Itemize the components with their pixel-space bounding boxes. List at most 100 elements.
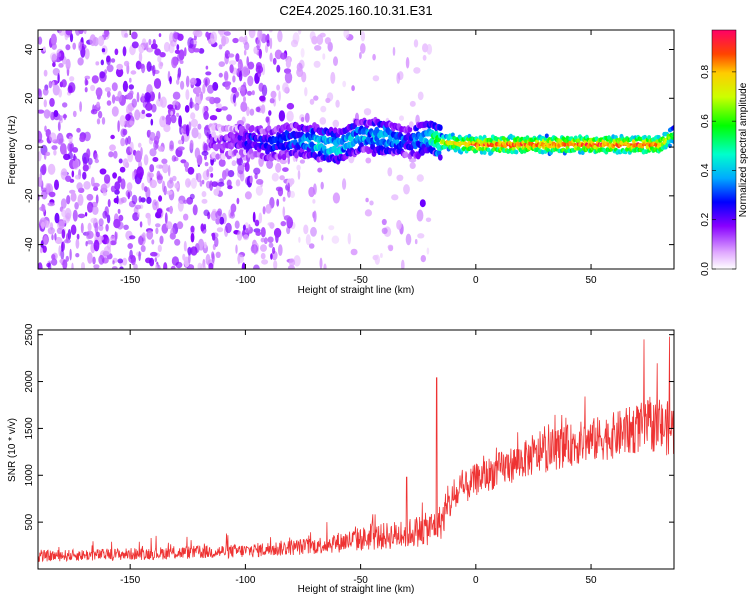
spectrogram-cell <box>129 235 136 240</box>
spectrogram-cell <box>52 84 60 96</box>
spectrogram-band-cell <box>216 142 222 149</box>
spectrogram-cell <box>260 252 266 260</box>
spectrogram-cell <box>275 162 282 173</box>
spectrogram-cell <box>387 167 393 177</box>
spectrogram-cell <box>311 35 318 45</box>
spectrogram-cell <box>245 227 249 234</box>
spectrogram-cell <box>422 54 427 61</box>
spectrogram-cell <box>148 38 152 46</box>
spectrogram-cell <box>265 204 272 214</box>
spectrogram-cell <box>205 31 210 38</box>
spectrogram-cell <box>232 94 236 103</box>
spectrogram-cell <box>131 171 135 181</box>
spectrogram-cell <box>286 102 295 110</box>
spectrogram-cell <box>243 49 247 56</box>
spectrogram-cell <box>137 211 141 218</box>
spectrogram-cell <box>256 38 261 50</box>
spectrogram-cell <box>138 196 142 203</box>
x-tick-label: 0 <box>473 575 479 586</box>
spectrogram-cell <box>52 81 55 87</box>
spectrogram-cell <box>157 146 165 152</box>
spectrogram-cell <box>323 263 327 269</box>
spectrogram-band-cell <box>249 125 255 132</box>
spectrogram-cell <box>43 99 47 108</box>
spectrogram-cell <box>365 157 372 164</box>
spectrogram-band-cell <box>514 149 519 155</box>
snr-panel: -150 -100 -50 0 50 500 1000 1500 2000 2500 Heigh… <box>7 323 675 595</box>
spectrogram-cell <box>261 259 269 265</box>
spectrogram-cell <box>131 31 138 40</box>
spectrogram-cell <box>322 53 326 60</box>
spectrogram-cell <box>235 244 238 254</box>
spectrogram-cell <box>209 115 218 121</box>
spectrogram-cell <box>75 253 80 258</box>
spectrogram-cell <box>342 178 347 190</box>
spectrogram-cell <box>65 255 70 262</box>
spectrogram-cell <box>138 52 143 63</box>
spectrogram-cell <box>96 101 100 108</box>
colorbar-tick-label: 0.6 <box>700 114 711 128</box>
spectrogram-cell <box>251 90 255 96</box>
spectrogram-cell <box>259 95 266 102</box>
spectrogram-cell <box>319 257 323 269</box>
spectrogram-cell <box>273 260 278 269</box>
spectrogram-cell <box>41 189 48 200</box>
spectrogram-cell <box>364 209 372 217</box>
spectrogram-cell <box>246 106 250 117</box>
spectrogram-cell <box>117 258 124 264</box>
colorbar-tick-label: 0.0 <box>700 262 711 276</box>
spectrogram-cell <box>276 64 281 73</box>
spectrogram-band-cell <box>643 134 647 140</box>
spectrogram-cell <box>234 91 240 98</box>
spectrogram-cell <box>84 87 88 93</box>
spectrogram-cell <box>218 44 223 50</box>
spectrogram-cell <box>195 173 199 181</box>
spectrogram-cell <box>223 31 231 36</box>
spectrogram-cell <box>80 37 84 43</box>
spectrogram-cell <box>282 82 289 93</box>
spectrogram-cell <box>164 212 168 225</box>
spectrogram-cell <box>405 57 410 69</box>
spectrogram-cell <box>155 263 158 269</box>
spectrogram-cell <box>321 234 324 241</box>
spectrogram-cell <box>180 80 185 90</box>
spectrogram-cell <box>51 254 56 260</box>
spectrogram-cell <box>101 48 106 53</box>
spectrogram-cell <box>417 233 425 239</box>
spectrogram-cell <box>92 205 99 215</box>
spectrogram-cell <box>99 71 106 79</box>
spectrogram-cell <box>59 143 67 155</box>
spectrogram-cell <box>238 36 245 43</box>
spectrogram-cell <box>240 86 246 97</box>
spectrogram-cell <box>268 110 272 116</box>
spectrogram-band-cell <box>647 135 652 140</box>
y-tick-label: 500 <box>24 513 35 530</box>
spectrogram-cell <box>100 235 104 241</box>
spectrogram-cell <box>359 52 362 59</box>
x-tick-label: -50 <box>353 275 368 286</box>
spectrogram-cell <box>120 197 127 203</box>
spectrogram-cell <box>69 33 74 43</box>
spectrogram-cell <box>253 167 261 175</box>
x-tick-label: -100 <box>235 275 255 286</box>
spectrogram-cell <box>90 109 98 115</box>
spectrogram-cell <box>151 103 157 113</box>
spectrogram-band-cell <box>408 121 414 128</box>
spectrogram-cell <box>138 251 141 262</box>
spectrogram-cell <box>205 254 211 266</box>
spectrogram-cell <box>142 232 146 239</box>
spectrogram-cell <box>154 48 162 56</box>
spectrogram-cell <box>79 101 82 112</box>
spectrogram-cell <box>185 75 190 88</box>
spectrogram-cell <box>137 142 142 148</box>
spectrogram-cell <box>98 224 104 231</box>
spectrogram-cell <box>396 72 401 84</box>
spectrogram-cell <box>221 106 228 111</box>
spectrogram-cell <box>212 232 216 241</box>
spectrogram-cell <box>157 55 162 63</box>
spectrogram-cell <box>197 123 202 130</box>
spectrogram-cell <box>231 160 237 167</box>
spectrogram-cell <box>162 163 169 174</box>
spectrogram-cell <box>49 52 58 61</box>
spectrogram-cell <box>279 158 287 165</box>
